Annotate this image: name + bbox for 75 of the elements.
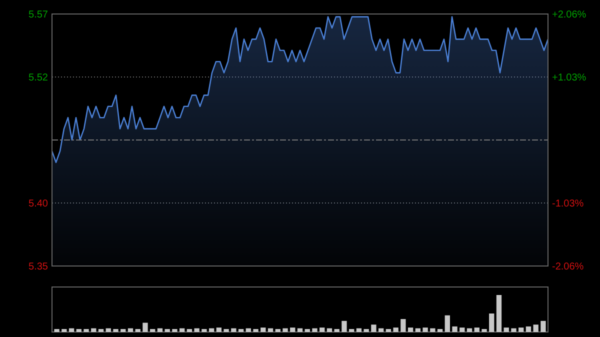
y-tick-label: 5.35 xyxy=(28,262,48,272)
bar xyxy=(208,328,214,332)
bar xyxy=(113,329,118,332)
bar xyxy=(157,328,163,332)
bar xyxy=(275,329,280,332)
bar xyxy=(253,329,258,332)
bar xyxy=(106,328,111,332)
bar xyxy=(320,328,325,332)
bar xyxy=(342,320,347,332)
y-tick-label: 5.52 xyxy=(28,72,48,84)
bar xyxy=(378,328,384,332)
bar xyxy=(349,329,354,332)
bar xyxy=(54,329,60,332)
bar xyxy=(216,328,222,332)
y2-tick-label: +1.03% xyxy=(552,72,586,84)
bar xyxy=(518,328,524,332)
bar xyxy=(444,315,450,332)
bar xyxy=(150,329,156,332)
bar xyxy=(400,319,406,332)
bar xyxy=(415,328,420,332)
bar xyxy=(68,328,74,332)
bar xyxy=(422,328,428,332)
bar xyxy=(430,328,436,332)
bar xyxy=(408,328,414,332)
bar xyxy=(84,329,89,332)
bar xyxy=(466,328,472,332)
bar xyxy=(297,328,303,332)
bar xyxy=(186,329,192,332)
y2-tick-label: +2.06% xyxy=(552,10,586,20)
bar xyxy=(526,326,532,332)
y-tick-label: 5.57 xyxy=(28,10,48,20)
bar xyxy=(437,329,443,332)
bar xyxy=(460,328,465,332)
bar xyxy=(194,328,200,332)
y2-tick-label: -1.03% xyxy=(552,198,584,210)
bar xyxy=(231,328,236,332)
bar xyxy=(282,328,288,332)
bar xyxy=(290,328,296,332)
bar xyxy=(326,328,332,332)
bar xyxy=(62,329,67,332)
bar xyxy=(356,328,362,332)
bar xyxy=(371,324,376,332)
bar xyxy=(180,328,185,332)
bar xyxy=(304,329,310,332)
bar xyxy=(533,324,538,332)
bar xyxy=(474,328,480,332)
y-tick-label: 5.40 xyxy=(28,198,48,210)
bar xyxy=(312,328,318,332)
y2-tick-label: -2.06% xyxy=(552,262,584,272)
bar xyxy=(98,329,104,332)
bar xyxy=(164,329,170,332)
bar xyxy=(202,329,207,332)
bar xyxy=(142,322,148,332)
bar xyxy=(246,328,251,332)
bar xyxy=(511,328,516,332)
bar xyxy=(482,329,487,332)
bar xyxy=(260,328,266,332)
bar xyxy=(224,329,229,332)
bar xyxy=(393,328,398,332)
bar xyxy=(489,314,494,332)
bar xyxy=(91,328,96,332)
bar xyxy=(540,320,546,332)
bar xyxy=(364,329,369,332)
bar xyxy=(128,328,134,332)
bar xyxy=(172,329,178,332)
bar xyxy=(135,329,140,332)
bar xyxy=(334,329,340,332)
bar xyxy=(504,328,509,332)
bar xyxy=(386,329,392,332)
bar xyxy=(452,326,458,332)
bar xyxy=(120,329,126,332)
bar xyxy=(268,328,274,332)
bar xyxy=(496,295,502,332)
bar xyxy=(238,329,244,332)
bar xyxy=(76,329,82,332)
